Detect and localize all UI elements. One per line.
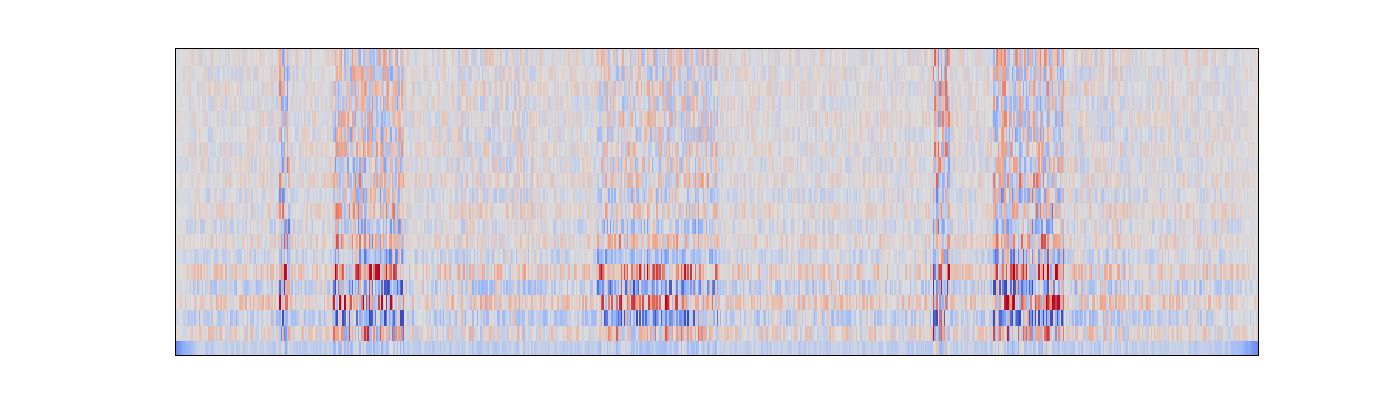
heatmap-plot-area [175,48,1259,356]
heatmap-cells [176,49,1258,355]
